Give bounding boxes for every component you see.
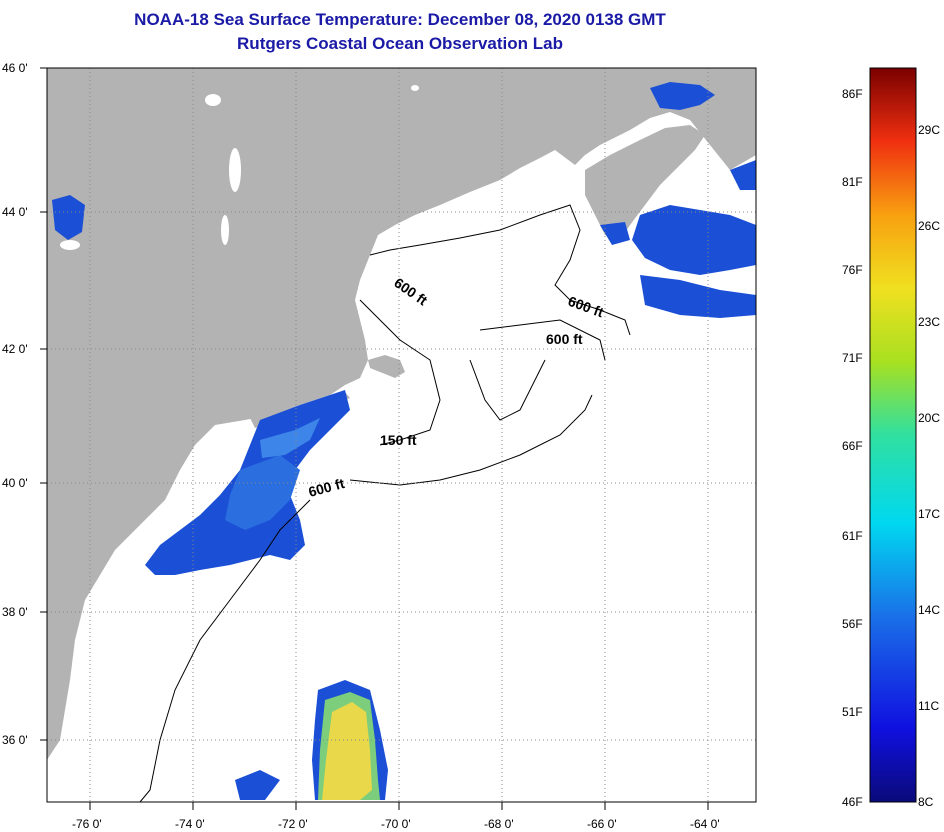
legend-f-label: 86F — [842, 87, 863, 101]
contour-label: 150 ft — [380, 432, 417, 448]
lon-label: -70 0' — [381, 817, 411, 831]
legend-c-label: 20C — [918, 411, 940, 425]
sst-map: 46 0' 44 0' 42 0' 40 0' 38 0' 36 0' -76 … — [2, 61, 757, 831]
legend-c-label: 29C — [918, 123, 940, 137]
contour-label: 600 ft — [546, 331, 583, 347]
lake — [221, 215, 229, 245]
legend-f-label: 56F — [842, 617, 863, 631]
legend-c-label: 11C — [918, 699, 939, 713]
tick-marks — [40, 67, 709, 810]
legend-c-label: 8C — [918, 795, 934, 809]
lat-label: 46 0' — [2, 61, 28, 75]
lat-label: 36 0' — [2, 733, 28, 747]
lake — [411, 85, 419, 91]
lat-label: 42 0' — [2, 342, 28, 356]
legend-c-label: 14C — [918, 603, 940, 617]
color-legend: 86F 81F 76F 71F 66F 61F 56F 51F 46F 29C … — [842, 67, 940, 809]
lake — [60, 240, 80, 250]
chart-subtitle: Rutgers Coastal Ocean Observation Lab — [237, 34, 563, 53]
legend-c-label: 17C — [918, 507, 940, 521]
map-frame — [46, 67, 757, 803]
legend-f-label: 66F — [842, 439, 863, 453]
legend-f-label: 81F — [842, 175, 863, 189]
legend-colorbar — [869, 67, 917, 803]
land-cape-cod — [368, 355, 405, 378]
lon-label: -64 0' — [690, 817, 720, 831]
legend-f-label: 61F — [842, 529, 863, 543]
legend-f-label: 46F — [842, 795, 863, 809]
lat-label: 38 0' — [2, 605, 28, 619]
chart-title: NOAA-18 Sea Surface Temperature: Decembe… — [134, 10, 666, 29]
lon-label: -72 0' — [278, 817, 308, 831]
legend-f-label: 71F — [842, 351, 863, 365]
lon-label: -66 0' — [587, 817, 617, 831]
legend-c-label: 23C — [918, 315, 940, 329]
sst-cold-patches — [52, 82, 756, 575]
bathymetry-contours — [139, 204, 631, 803]
lon-label: -68 0' — [484, 817, 514, 831]
sst-warm-patches — [235, 680, 388, 800]
lat-label: 44 0' — [2, 205, 28, 219]
lake — [229, 148, 241, 192]
legend-f-label: 76F — [842, 263, 863, 277]
legend-f-label: 51F — [842, 705, 863, 719]
lat-label: 40 0' — [2, 476, 28, 490]
lon-label: -74 0' — [175, 817, 205, 831]
lon-label: -76 0' — [72, 817, 102, 831]
legend-c-label: 26C — [918, 219, 940, 233]
lake — [205, 94, 221, 106]
land-nova-scotia — [585, 125, 705, 240]
